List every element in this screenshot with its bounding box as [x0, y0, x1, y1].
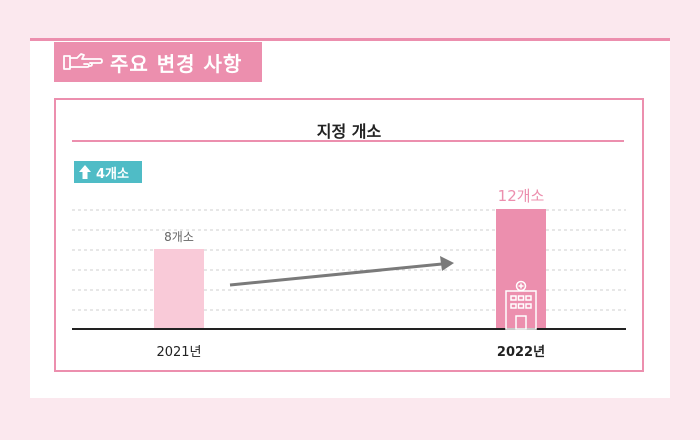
bar: [496, 209, 546, 329]
chart-panel: 지정 개소 4개소 8개소 2021년 12개소 2022년: [54, 98, 644, 372]
category-label: 2021년: [156, 345, 201, 360]
hospital-icon: [505, 280, 537, 330]
pointing-hand-icon: [62, 51, 104, 73]
category-label: 2022년: [497, 345, 545, 360]
section-header: 주요 변경 사항: [54, 42, 262, 82]
bar: [154, 249, 204, 329]
section-title: 주요 변경 사항: [110, 51, 243, 76]
content-sheet: 주요 변경 사항 지정 개소 4개소 8개소 2021년 12개소 2022년: [30, 38, 670, 398]
bar-chart: 8개소 2021년 12개소 2022년: [72, 187, 626, 360]
top-rule: [30, 38, 670, 41]
trend-arrow: [229, 262, 443, 287]
data-label: 8개소: [164, 230, 194, 244]
increase-badge: 4개소: [74, 161, 142, 183]
chart-title: 지정 개소: [316, 122, 382, 141]
up-arrow-icon: [78, 164, 92, 180]
trend-arrow-head: [440, 256, 454, 271]
title-rule: [72, 140, 624, 142]
increase-badge-label: 4개소: [96, 166, 129, 182]
data-label: 12개소: [498, 187, 545, 205]
